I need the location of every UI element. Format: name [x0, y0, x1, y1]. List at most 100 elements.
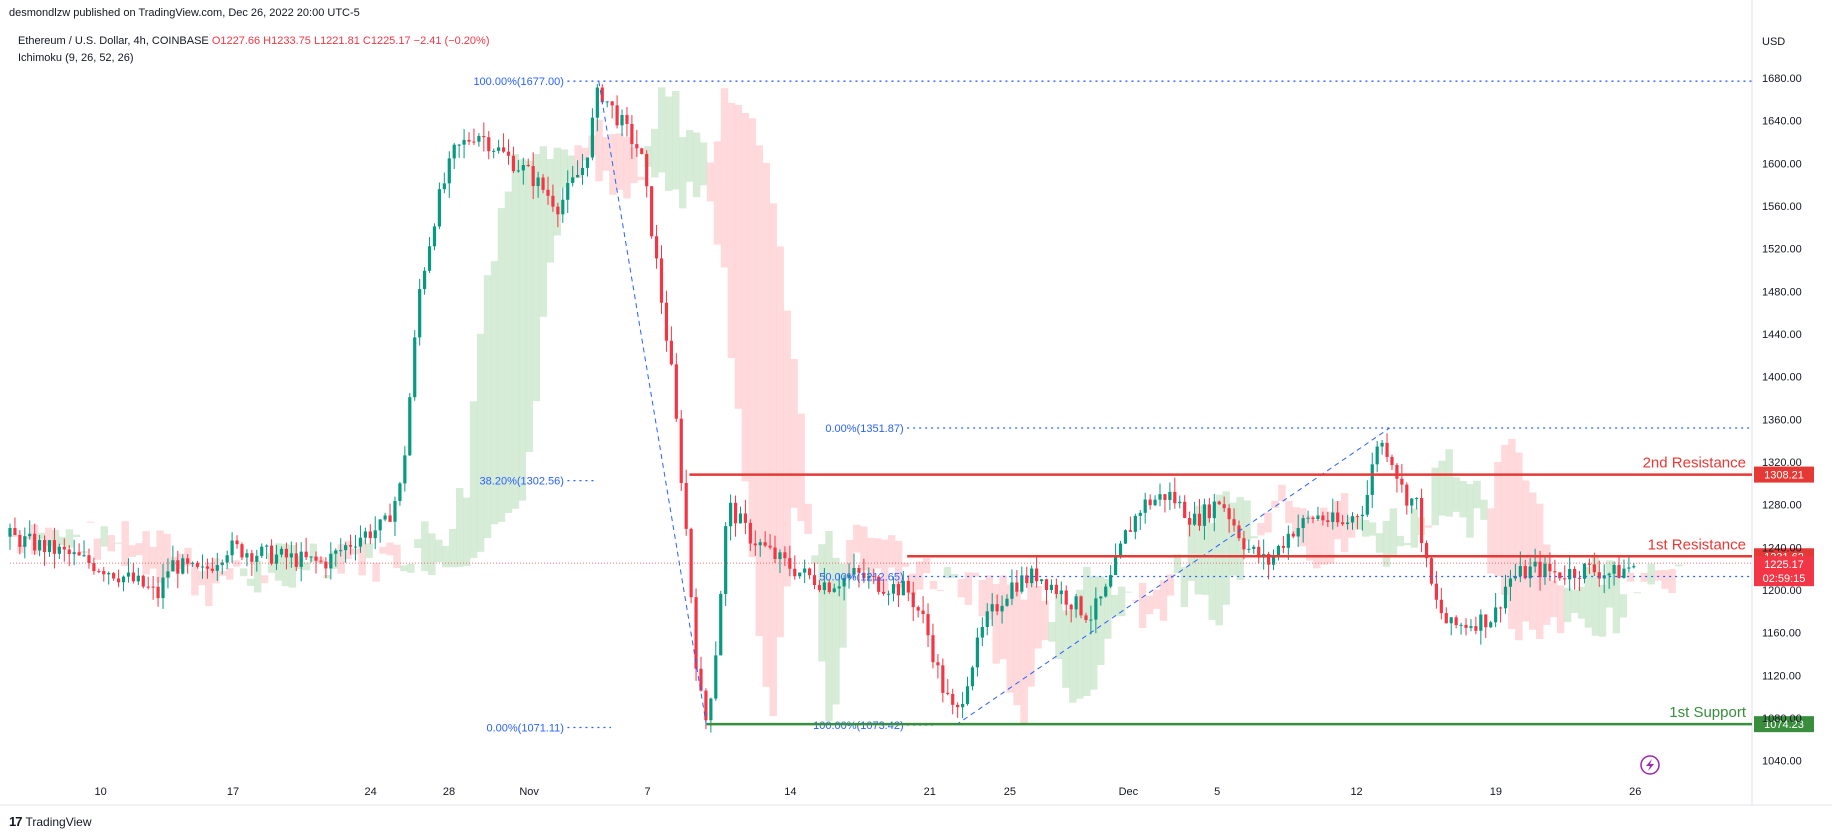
candle-body: [141, 575, 145, 587]
cloud-segment: [574, 145, 582, 179]
candle-body: [1326, 520, 1330, 523]
candle-body: [195, 562, 200, 567]
candle-body: [1563, 578, 1567, 580]
cloud-segment: [811, 555, 819, 564]
candle-body: [970, 667, 975, 687]
candle-body: [600, 87, 604, 103]
cloud-segment: [1389, 508, 1398, 558]
cloud-segment: [1647, 563, 1655, 585]
cloud-segment: [205, 563, 213, 607]
candle-body: [798, 572, 802, 577]
cloud-segment: [128, 545, 136, 557]
cloud-segment: [135, 543, 143, 556]
level-name: 1st Resistance: [1648, 536, 1746, 553]
candle-body: [1543, 563, 1547, 578]
cloud-segment: [1041, 600, 1049, 641]
cloud-segment: [1117, 586, 1126, 617]
candle-body: [729, 502, 733, 527]
price-axis: USD 1040.00 1080.00 1120.00 1160.00 1200.00 12…: [1762, 36, 1802, 768]
candle-body: [92, 563, 96, 572]
candle-body: [1183, 501, 1187, 518]
candle-body: [358, 537, 363, 547]
countdown-label: 02:59:15: [1763, 573, 1806, 585]
candle-body: [42, 540, 47, 553]
candle-body: [1020, 575, 1024, 592]
candle-body: [1109, 575, 1113, 587]
cloud-segment: [1187, 518, 1196, 581]
candle-body: [738, 513, 743, 524]
cloud-segment: [476, 333, 485, 552]
cloud-segment: [114, 542, 122, 544]
candle-body: [551, 195, 555, 207]
tradingview-brand[interactable]: 17 TradingView: [9, 814, 92, 829]
cloud-segment: [386, 542, 394, 556]
candle-body: [679, 418, 683, 484]
candle-body: [1281, 545, 1286, 548]
candle-body: [181, 558, 185, 574]
cloud-segment: [407, 563, 415, 573]
candle-body: [753, 543, 757, 546]
cloud-segment: [1515, 452, 1523, 641]
candle-body: [220, 562, 224, 566]
cloud-segment: [253, 560, 262, 593]
time-axis: 10 17 24 28 Nov 7 14 21 25 Dec 5 12 19 26: [94, 786, 1641, 798]
candle-body: [817, 584, 822, 591]
candle-body: [1464, 624, 1468, 628]
candle-body: [704, 690, 708, 721]
candle-body: [758, 542, 762, 546]
candle-body: [47, 540, 52, 553]
candle-body: [437, 189, 442, 227]
cloud-segment: [1549, 580, 1558, 618]
candle-body: [1597, 572, 1601, 579]
candle-body: [921, 610, 925, 615]
symbol-title[interactable]: Ethereum / U.S. Dollar, 4h, COINBASE: [18, 35, 209, 47]
fib-label: 0.00%(1071.11): [486, 722, 563, 734]
level-price-label: 1074.23: [1764, 719, 1804, 731]
candle-body: [1247, 548, 1251, 550]
candle-body: [590, 117, 595, 158]
candle-body: [363, 531, 367, 538]
y-tick-label: 1160.00: [1762, 628, 1801, 640]
candle-body: [309, 556, 313, 558]
candle-body: [783, 552, 787, 559]
cloud-segment: [971, 572, 980, 577]
cloud-segment: [887, 535, 896, 568]
cloud-segment: [435, 539, 443, 563]
candle-body: [1321, 515, 1325, 521]
cloud-segment: [1110, 594, 1119, 617]
cloud-segment: [421, 521, 429, 571]
candle-body: [13, 528, 17, 535]
indicator-label[interactable]: Ichimoku (9, 26, 52, 26): [18, 52, 134, 64]
candle-body: [561, 199, 565, 215]
candle-body: [832, 588, 836, 592]
cloud-segment: [511, 154, 520, 509]
candle-body: [877, 576, 881, 592]
candle-body: [319, 560, 323, 562]
candle-body: [640, 148, 644, 154]
y-tick-label: 1120.00: [1762, 670, 1801, 682]
cloud-segment: [246, 578, 255, 586]
candle-body: [521, 165, 525, 171]
level-price-tag: [1754, 466, 1814, 483]
cloud-segment: [1501, 444, 1509, 595]
cloud-segment: [442, 546, 450, 568]
candle-body: [230, 540, 234, 556]
candle-body: [82, 555, 86, 557]
cloud-segment: [518, 159, 527, 501]
cloud-segment: [260, 575, 269, 584]
cloud-segment: [1048, 622, 1056, 642]
candle-body: [1503, 586, 1508, 609]
x-tick-label: 17: [227, 786, 239, 798]
candle-body: [1380, 442, 1384, 447]
candle-body: [630, 123, 634, 145]
cloud-segment: [65, 529, 74, 548]
candle-body: [743, 513, 748, 523]
candle-body: [383, 515, 387, 520]
cloud-segment: [539, 146, 548, 317]
candle-body: [205, 566, 210, 569]
candle-body: [398, 483, 402, 501]
candle-body: [719, 593, 723, 656]
candle-body: [827, 582, 831, 592]
cloud-segment: [1556, 585, 1565, 634]
